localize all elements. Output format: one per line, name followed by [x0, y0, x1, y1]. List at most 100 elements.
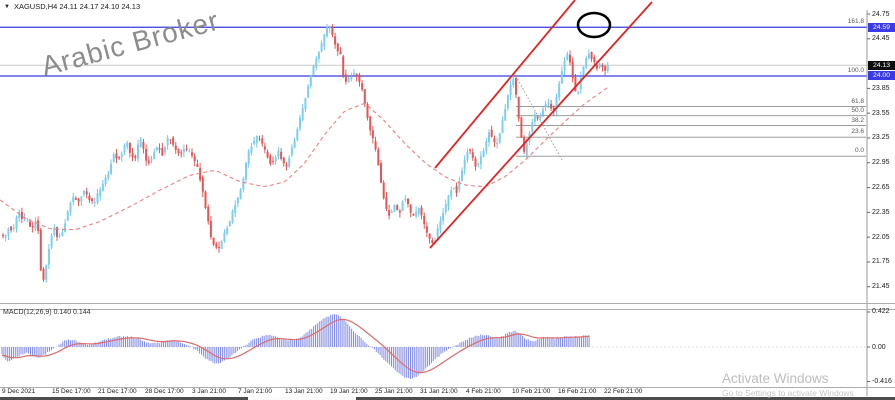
candle	[220, 241, 223, 249]
channel-trendline-lower	[429, 1, 653, 249]
candle	[145, 149, 148, 161]
candle	[479, 156, 482, 165]
candle	[137, 144, 139, 159]
symbol-info-bar[interactable]: ▼ XAGUSD,H4 24.11 24.17 24.10 24.13	[4, 2, 140, 11]
candle	[382, 182, 385, 199]
macd-indicator-label: MACD(12,26,9) 0.140 0.144	[3, 309, 91, 316]
candle	[498, 133, 501, 143]
candle	[425, 226, 428, 233]
candle	[585, 58, 588, 68]
candle	[177, 148, 180, 154]
candle	[88, 195, 91, 201]
fib-level-label-100.0: 100.0	[847, 66, 864, 74]
candle	[566, 53, 569, 61]
candle	[269, 155, 272, 164]
time-axis-label: 25 Jan 21:00	[375, 388, 413, 395]
candle	[560, 71, 563, 84]
candle	[604, 66, 607, 71]
dotted-projection-line	[515, 75, 563, 161]
candle	[488, 132, 490, 143]
candle	[531, 122, 534, 132]
candle	[123, 145, 126, 153]
candle	[120, 153, 123, 157]
moving-average-line	[0, 86, 609, 231]
candle	[404, 198, 407, 201]
candle	[504, 108, 507, 121]
candle	[58, 235, 61, 237]
candle	[401, 202, 404, 211]
fib-level-label-0.0: 0.0	[854, 147, 864, 155]
time-axis-separator	[0, 387, 895, 388]
candle	[323, 34, 326, 46]
candle	[490, 129, 493, 137]
candle	[587, 53, 590, 59]
candle	[91, 198, 94, 202]
panel-separator[interactable]	[0, 303, 895, 304]
price-axis-label: 22.05	[872, 233, 890, 241]
candle	[209, 220, 212, 238]
candle	[277, 150, 280, 157]
price-axis-label: 22.65	[872, 184, 890, 192]
candle	[69, 203, 72, 213]
chevron-down-icon[interactable]: ▼	[4, 3, 10, 10]
time-axis-label: 13 Jan 21:00	[285, 388, 323, 395]
price-axis-label: 24.75	[872, 10, 890, 18]
candle	[142, 141, 145, 149]
candle	[266, 151, 269, 158]
candle	[23, 218, 26, 220]
candle	[99, 189, 102, 197]
candle	[336, 43, 339, 52]
candle	[520, 117, 523, 138]
candle	[4, 235, 7, 238]
candle	[242, 178, 245, 190]
candle	[458, 180, 461, 191]
candle	[574, 77, 577, 92]
panel-separator[interactable]	[0, 309, 895, 310]
candle	[539, 115, 542, 119]
candle	[439, 221, 442, 230]
candle	[10, 226, 13, 231]
candle	[104, 177, 107, 185]
candle	[182, 149, 185, 152]
candle	[563, 60, 566, 71]
candle	[245, 162, 247, 180]
candle	[285, 164, 288, 167]
candle	[512, 78, 515, 86]
candle	[469, 149, 472, 151]
candle	[118, 157, 121, 159]
candle	[20, 211, 23, 220]
candle	[450, 190, 453, 197]
horizontal-scrollbar[interactable]	[0, 397, 895, 400]
time-axis-label: 15 Dec 17:00	[52, 388, 91, 395]
candle	[334, 36, 337, 45]
candle	[272, 161, 274, 162]
candle	[355, 73, 358, 77]
candle	[107, 173, 110, 179]
candle	[525, 143, 528, 155]
candle	[26, 220, 29, 222]
time-axis-label: 4 Feb 21:00	[466, 388, 501, 395]
candle	[150, 159, 153, 161]
candle	[226, 228, 229, 234]
candle	[201, 177, 204, 192]
candle	[455, 186, 458, 193]
candle	[53, 227, 56, 236]
candle	[577, 91, 580, 93]
candle	[412, 213, 415, 216]
fib-level-label-61.8: 61.8	[851, 97, 864, 105]
candle	[134, 156, 137, 158]
candle	[579, 76, 582, 90]
candle	[606, 65, 609, 71]
candle	[218, 246, 220, 249]
candle	[147, 160, 150, 164]
time-axis-label: 9 Dec 2021	[2, 388, 36, 395]
candle	[199, 168, 202, 180]
candle	[74, 198, 77, 200]
candle	[42, 268, 45, 280]
candle	[155, 147, 158, 151]
activate-windows-watermark: Activate Windows	[722, 371, 829, 386]
candle	[93, 201, 96, 203]
candle	[344, 74, 347, 82]
time-axis-label: 16 Feb 21:00	[558, 388, 597, 395]
